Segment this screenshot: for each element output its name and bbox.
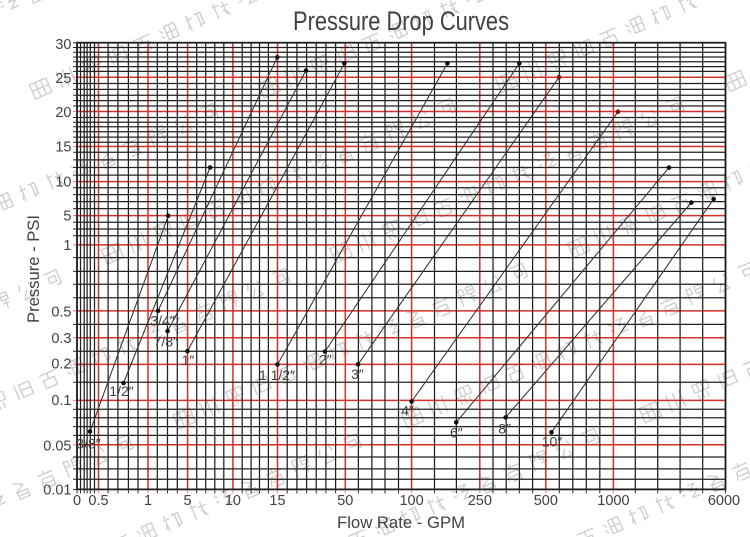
svg-text:1 1/2″: 1 1/2″ bbox=[259, 367, 295, 383]
svg-text:0.5: 0.5 bbox=[51, 304, 71, 320]
svg-text:15: 15 bbox=[269, 493, 285, 509]
svg-text:6000: 6000 bbox=[708, 493, 740, 509]
svg-text:Pressure Drop Curves: Pressure Drop Curves bbox=[293, 6, 509, 36]
svg-text:500: 500 bbox=[534, 493, 558, 509]
svg-text:250: 250 bbox=[468, 493, 492, 509]
svg-text:10: 10 bbox=[55, 174, 71, 190]
svg-text:6″: 6″ bbox=[450, 425, 463, 441]
svg-text:25: 25 bbox=[55, 71, 71, 87]
svg-text:0: 0 bbox=[73, 493, 81, 509]
svg-text:100: 100 bbox=[399, 493, 423, 509]
svg-text:0.01: 0.01 bbox=[43, 483, 71, 499]
svg-text:3/4″: 3/4″ bbox=[150, 313, 174, 329]
svg-text:7/8″: 7/8″ bbox=[154, 334, 178, 350]
svg-text:0.2: 0.2 bbox=[51, 357, 71, 373]
svg-text:0.5: 0.5 bbox=[88, 493, 108, 509]
svg-text:4″: 4″ bbox=[401, 403, 414, 419]
svg-text:1″: 1″ bbox=[182, 352, 195, 368]
svg-text:2″: 2″ bbox=[319, 352, 332, 368]
svg-text:8″: 8″ bbox=[498, 420, 511, 436]
svg-text:5: 5 bbox=[63, 208, 71, 224]
svg-text:10″: 10″ bbox=[542, 433, 563, 449]
svg-text:50: 50 bbox=[337, 493, 353, 509]
svg-text:1/2″: 1/2″ bbox=[109, 383, 133, 399]
svg-text:20: 20 bbox=[55, 105, 71, 121]
svg-text:30: 30 bbox=[55, 37, 71, 53]
svg-text:10: 10 bbox=[225, 493, 241, 509]
svg-text:Pressure - PSI: Pressure - PSI bbox=[24, 215, 43, 323]
svg-text:3″: 3″ bbox=[351, 366, 364, 382]
svg-text:15: 15 bbox=[55, 140, 71, 156]
svg-text:1000: 1000 bbox=[597, 493, 629, 509]
svg-text:Flow Rate - GPM: Flow Rate - GPM bbox=[337, 513, 465, 532]
svg-text:0.1: 0.1 bbox=[51, 393, 71, 409]
svg-text:0.05: 0.05 bbox=[43, 439, 71, 455]
svg-text:1: 1 bbox=[144, 493, 152, 509]
svg-text:5: 5 bbox=[184, 493, 192, 509]
svg-text:1: 1 bbox=[63, 238, 71, 254]
svg-text:0.3: 0.3 bbox=[51, 331, 71, 347]
svg-text:3/8″: 3/8″ bbox=[76, 436, 100, 452]
